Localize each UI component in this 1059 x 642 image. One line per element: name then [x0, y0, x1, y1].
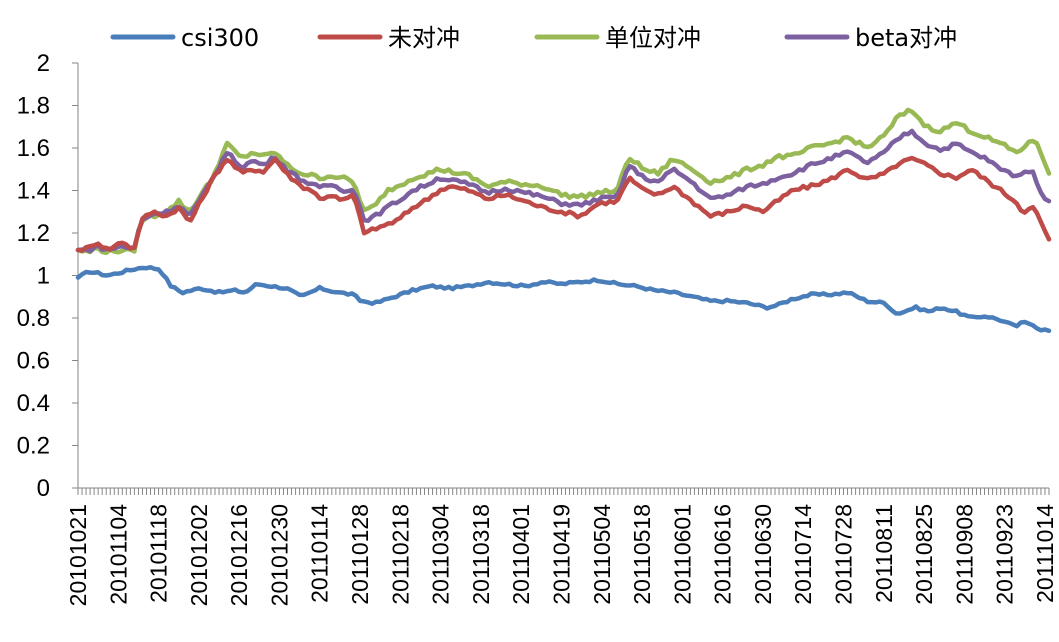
series-line-3	[75, 128, 1052, 254]
legend-label: 未对冲	[388, 24, 460, 52]
y-tick-label: 1.6	[17, 135, 50, 162]
x-tick-label: 20110128	[347, 504, 373, 605]
y-tick-label: 1.2	[17, 220, 50, 247]
y-tick-label: 0	[37, 475, 50, 502]
x-tick-label: 20110616	[710, 504, 736, 605]
series-line-1	[75, 155, 1052, 253]
x-tick-label: 20110601	[669, 504, 695, 605]
y-tick-label: 2	[37, 50, 50, 77]
x-tick-label: 20110518	[629, 504, 655, 605]
legend-label: 单位对冲	[605, 24, 701, 52]
plot-area	[75, 107, 1052, 334]
y-tick-label: 1.8	[17, 93, 50, 120]
x-tick-label: 20110318	[468, 504, 494, 605]
x-tick-label: 20110218	[387, 504, 413, 605]
y-axis: 0 0.2 0.4 0.6 0.8 1 1.2 1.4 1.6 1.8 2	[17, 50, 79, 502]
legend-label: csi300	[181, 24, 259, 52]
x-tick-label: 20101118	[146, 504, 172, 603]
x-tick-label: 20101202	[186, 504, 212, 606]
x-tick-label: 20110401	[508, 504, 534, 605]
x-tick-label: 20110114	[307, 504, 333, 603]
x-tick-label: 20101230	[266, 504, 292, 606]
x-axis: 20101021 20101104 20101118 20101202 20101216…	[65, 487, 1058, 606]
y-tick-label: 0.4	[17, 390, 50, 417]
x-tick-label: 20110304	[428, 504, 454, 605]
x-tick-label: 20110923	[992, 504, 1018, 605]
y-tick-label: 1	[37, 263, 50, 290]
x-tick-label: 20110908	[951, 504, 977, 605]
y-tick-label: 0.8	[17, 305, 50, 332]
x-tick-label: 20110419	[548, 504, 574, 605]
series-line-2	[75, 107, 1052, 256]
x-tick-label: 20101021	[65, 504, 91, 606]
legend: csi300 未对冲 单位对冲 beta对冲	[110, 24, 957, 52]
series-line-0	[75, 264, 1052, 334]
x-tick-label: 20101216	[226, 504, 252, 606]
legend-label: beta对冲	[855, 24, 957, 52]
y-tick-label: 1.4	[17, 178, 50, 205]
x-tick-label: 20110714	[790, 504, 816, 605]
x-tick-label: 20110811	[871, 504, 897, 603]
y-tick-label: 0.6	[17, 348, 50, 375]
y-tick-label: 0.2	[17, 433, 50, 460]
x-tick-label: 20110504	[589, 504, 615, 605]
x-tick-label: 20110728	[831, 504, 857, 605]
x-tick-label: 20110630	[750, 504, 776, 605]
x-tick-label: 20111014	[1032, 504, 1058, 603]
x-tick-label: 20101104	[105, 504, 131, 605]
x-tick-label: 20110825	[911, 504, 937, 605]
